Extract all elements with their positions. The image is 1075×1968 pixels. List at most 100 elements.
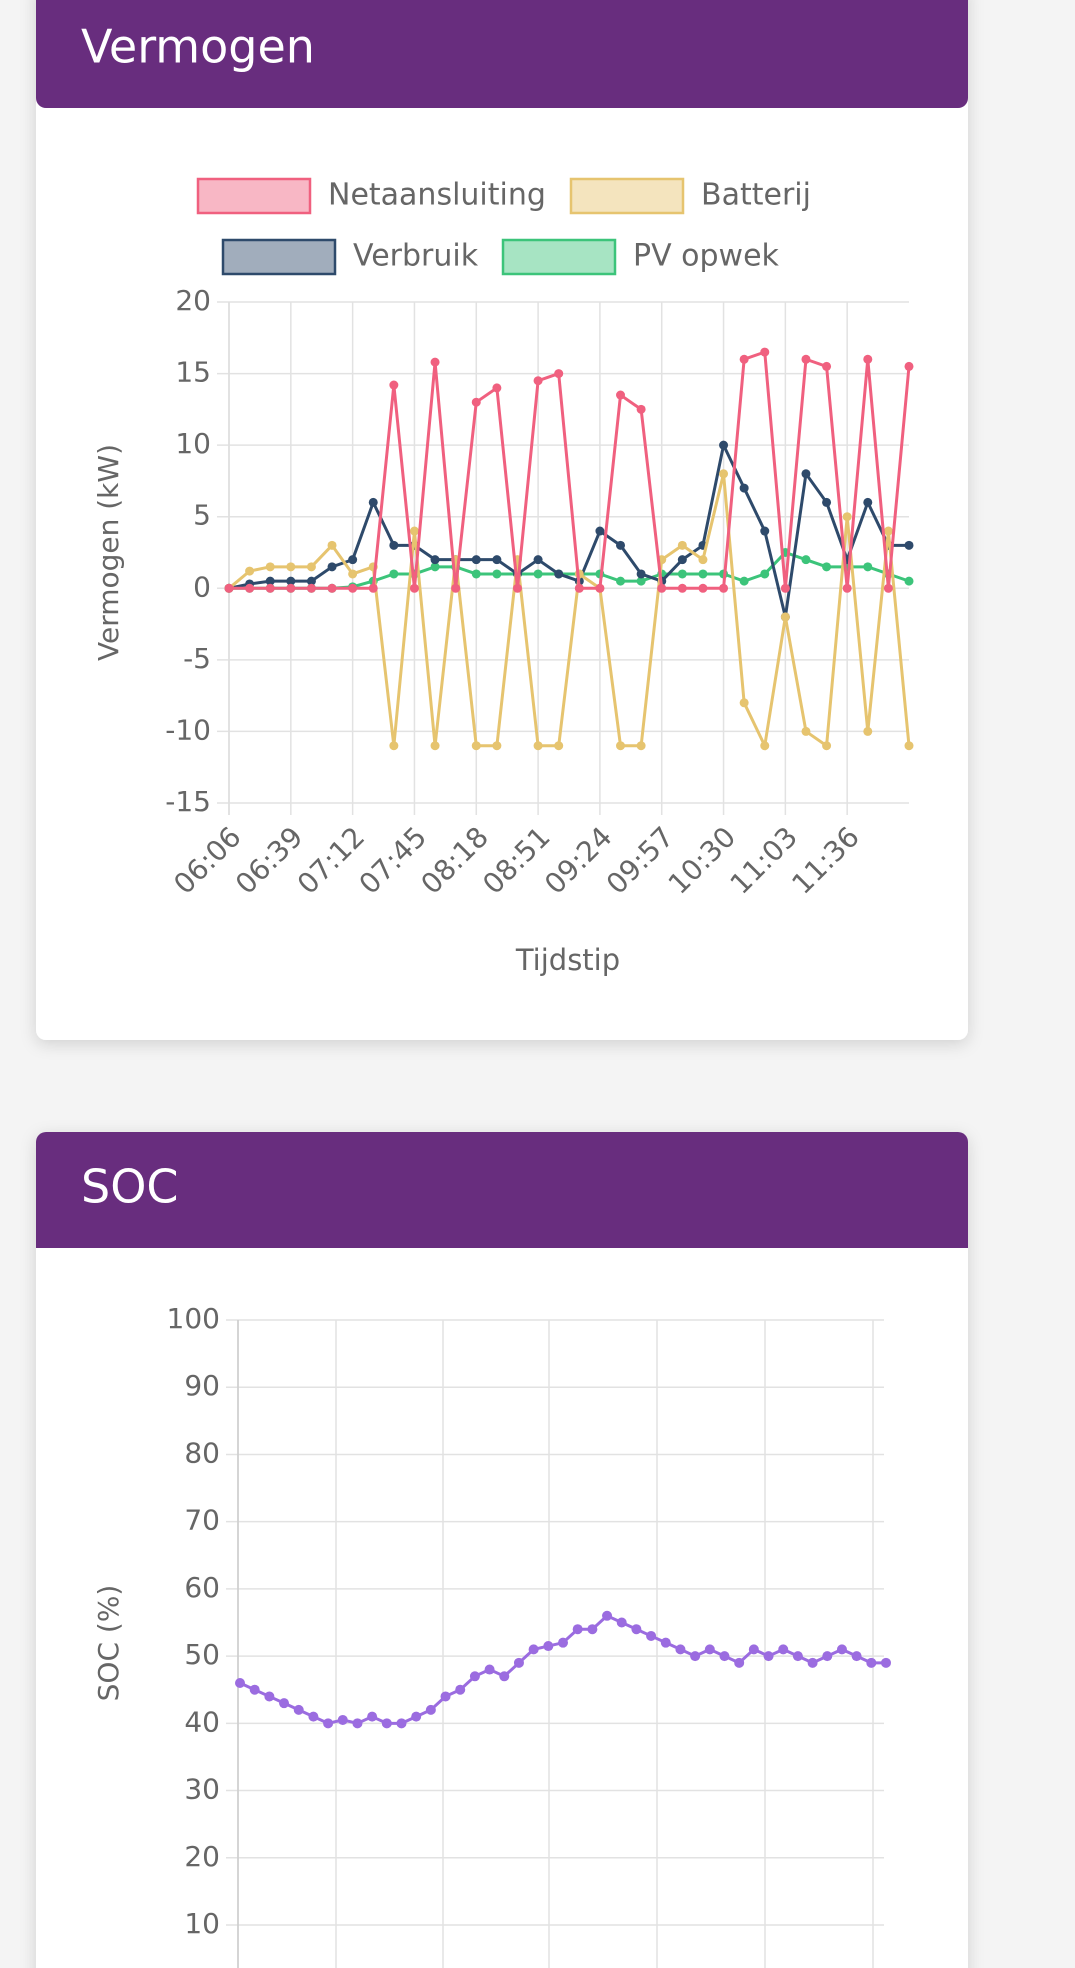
y-tick-label: 20 xyxy=(175,284,211,317)
point xyxy=(780,612,790,622)
y-tick-label: 70 xyxy=(184,1504,220,1537)
point xyxy=(471,397,481,407)
point xyxy=(616,540,626,550)
point xyxy=(396,1718,407,1729)
point xyxy=(389,540,399,550)
point xyxy=(348,583,358,593)
legend-swatch xyxy=(501,238,617,276)
point xyxy=(323,1718,334,1729)
card xyxy=(36,0,968,1040)
legend-label: Batterij xyxy=(701,178,811,213)
point xyxy=(677,540,687,550)
point xyxy=(881,1657,891,1668)
point xyxy=(792,1651,803,1662)
point xyxy=(543,1641,554,1652)
point xyxy=(763,1651,774,1662)
legend-label: PV opwek xyxy=(633,239,780,274)
point xyxy=(636,576,646,586)
y-tick-label: 100 xyxy=(167,1302,220,1335)
point xyxy=(883,583,893,593)
point xyxy=(698,555,708,565)
point xyxy=(265,562,275,572)
point xyxy=(660,1637,671,1648)
point xyxy=(306,562,316,572)
point xyxy=(778,1644,789,1655)
point xyxy=(616,390,626,400)
point xyxy=(409,583,419,593)
point xyxy=(554,569,564,579)
point xyxy=(533,569,543,579)
point xyxy=(469,1671,480,1682)
point xyxy=(327,562,337,572)
y-tick-label: 20 xyxy=(184,1840,220,1873)
point xyxy=(411,1711,422,1722)
point xyxy=(558,1637,568,1648)
point xyxy=(293,1704,304,1715)
point xyxy=(430,555,440,565)
point xyxy=(646,1630,657,1641)
point xyxy=(657,583,667,593)
point xyxy=(352,1718,363,1729)
y-tick-label: 5 xyxy=(193,499,211,532)
point xyxy=(368,583,378,593)
point xyxy=(572,1624,583,1635)
point xyxy=(492,383,502,393)
point xyxy=(440,1691,451,1702)
point xyxy=(822,1651,833,1662)
point xyxy=(430,357,440,367)
y-tick-label: 90 xyxy=(184,1369,220,1402)
point xyxy=(616,741,626,751)
point xyxy=(574,583,584,593)
point xyxy=(471,569,481,579)
point xyxy=(883,526,893,536)
y-tick-label: 10 xyxy=(175,427,211,460)
point xyxy=(739,698,749,708)
point xyxy=(368,497,378,507)
point xyxy=(760,569,770,579)
point xyxy=(492,555,502,565)
point xyxy=(822,741,832,751)
point xyxy=(704,1644,715,1655)
point xyxy=(409,526,419,536)
point xyxy=(698,583,708,593)
line xyxy=(229,350,911,590)
point xyxy=(471,741,481,751)
point xyxy=(636,404,646,414)
point xyxy=(739,354,749,364)
point xyxy=(430,562,440,572)
point xyxy=(286,583,296,593)
point xyxy=(327,540,337,550)
point xyxy=(631,1624,642,1635)
y-tick-label: 80 xyxy=(184,1436,220,1469)
point xyxy=(455,1684,466,1695)
y-tick-label: 15 xyxy=(175,356,211,389)
point xyxy=(499,1671,510,1682)
y-tick-label: 0 xyxy=(193,570,211,603)
point xyxy=(602,1610,613,1621)
y-tick-label: 60 xyxy=(184,1571,220,1604)
y-tick-label: 50 xyxy=(184,1638,220,1671)
point xyxy=(286,576,296,586)
point xyxy=(698,569,708,579)
point xyxy=(842,583,852,593)
y-tick-label: 30 xyxy=(184,1773,220,1806)
point xyxy=(801,555,811,565)
point xyxy=(389,569,399,579)
point xyxy=(636,741,646,751)
point xyxy=(306,576,316,586)
card xyxy=(36,1132,968,1968)
card-title: Vermogen xyxy=(81,20,315,74)
point xyxy=(533,555,543,565)
line xyxy=(228,440,909,618)
point xyxy=(389,741,399,751)
point xyxy=(801,469,811,479)
point xyxy=(677,555,687,565)
point xyxy=(677,569,687,579)
y-axis-title: SOC (%) xyxy=(92,1585,125,1702)
point xyxy=(279,1698,290,1709)
point xyxy=(677,583,687,593)
legend-label: Netaansluiting xyxy=(328,178,546,213)
point xyxy=(801,354,811,364)
point xyxy=(836,1644,847,1655)
point xyxy=(863,497,873,507)
